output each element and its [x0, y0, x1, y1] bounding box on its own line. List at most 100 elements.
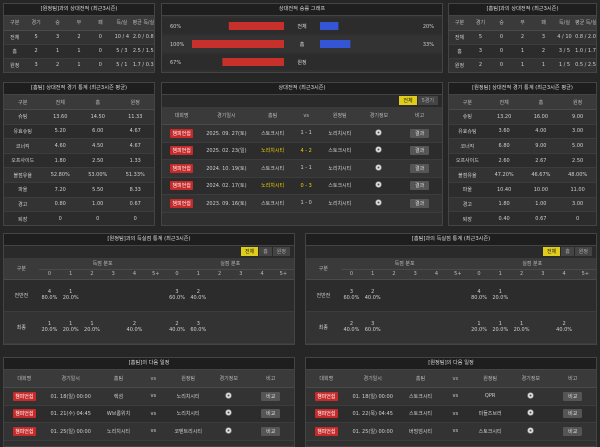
table-cell: 3	[25, 58, 47, 72]
table-cell: 0.5 / 2.5	[575, 58, 596, 72]
dist-cell	[383, 311, 405, 344]
match-table: 대회명 경기일시 홈팀 vs 원정팀 경기정보 비고 챔피언쉽 01. 18(일) 00:00 렉…	[4, 370, 294, 441]
cell-text: 2025. 02. 23(일)	[206, 148, 247, 155]
tab[interactable]: 원정	[272, 247, 290, 256]
tab-bar: 전체 홈 원정	[306, 246, 596, 258]
table-row: 챔피언쉽 2025. 02. 23(일) 노리치시티 4 - 2 스토크시티 결과	[162, 142, 442, 160]
match-table: 대회명 경기일시 홈팀 vs 원정팀 경기정보 비고 챔피언쉽 2025. 09. 27(토) 스…	[162, 107, 442, 213]
bin-cell: 0	[166, 269, 188, 280]
row-label: 전체	[297, 23, 307, 30]
league-badge: 챔피언쉽	[13, 391, 36, 401]
table-cell: 챔피언쉽	[4, 422, 45, 441]
compare-button[interactable]: 비교	[261, 409, 281, 419]
tab-group: 전체 홈 원정	[542, 247, 592, 256]
table-row: 챔피언쉽 2023. 09. 16(토) 스토크시티 1 - 0 노리치시티 결과	[162, 194, 442, 213]
table-cell: vs	[442, 422, 469, 441]
table-cell: 0	[491, 30, 512, 45]
compare-button[interactable]: 비교	[563, 426, 583, 436]
bin-cell: 2	[510, 269, 533, 280]
right-bar	[320, 22, 339, 30]
table-cell: 챔피언쉽	[306, 422, 347, 441]
tab[interactable]: 5경기	[417, 96, 438, 105]
header-cell: 득/실	[111, 16, 133, 31]
tab[interactable]: 홈	[561, 247, 574, 256]
tab[interactable]: 전체	[542, 247, 561, 256]
dist-cell	[230, 311, 252, 344]
header-cell: 비고	[247, 370, 294, 388]
cell-text: 스토크시티	[328, 183, 352, 190]
header-row: 0 1 2 3 4 5+ 0 1 2 3 4 5+	[306, 269, 596, 280]
table-cell: 슈팅	[449, 109, 486, 125]
table-cell: 결과	[397, 159, 442, 178]
table-cell: 챔피언쉽	[162, 142, 202, 160]
percent: 20.0%	[62, 327, 79, 333]
header-cell: 대회명	[306, 370, 347, 388]
compare-button[interactable]: 결과	[409, 146, 430, 156]
table-cell: 2	[512, 30, 533, 45]
dist-cell: 2 40.0%	[362, 279, 384, 312]
cell-text: 스토크시티	[409, 393, 433, 400]
tab[interactable]: 원정	[574, 247, 592, 256]
table-cell: 파울	[449, 182, 486, 198]
count: 2	[132, 321, 137, 327]
table-row: 경고 0.80 1.00 0.67	[4, 197, 154, 213]
table-row: 경고 1.80 1.00 3.00	[449, 197, 596, 213]
dist-cell	[230, 279, 252, 312]
compare-button[interactable]: 비교	[563, 391, 583, 401]
table-cell: 코너킥	[4, 138, 42, 154]
tab[interactable]: 전체	[240, 247, 259, 256]
table-cell: 0.67	[116, 197, 154, 213]
cell-text: 01. 25(일) 00:00	[352, 428, 393, 435]
table-row: 챔피언쉽 2025. 09. 27(토) 스토크시티 1 - 1 노리치시티 결과	[162, 124, 442, 143]
bin-cell: 1	[489, 269, 511, 280]
tab[interactable]: 전체	[399, 96, 417, 105]
table-cell: 51.33%	[116, 167, 154, 184]
header-cell: 경기	[470, 16, 491, 31]
table-cell: 원정	[449, 58, 470, 72]
table-cell: 비교	[247, 405, 294, 423]
compare-button[interactable]: 결과	[409, 198, 430, 208]
compare-button[interactable]: 비교	[563, 409, 583, 419]
header-cell: 원정팀	[468, 370, 512, 388]
cell-text: 노리치시티	[176, 411, 200, 418]
compare-button[interactable]: 결과	[409, 163, 430, 173]
table-cell: 챔피언쉽	[162, 124, 202, 143]
dist-cell: 1 20.0%	[489, 311, 511, 344]
table-cell: 챔피언쉽	[162, 177, 202, 195]
table-cell: 1.80	[41, 153, 79, 169]
table-cell: 5.50	[79, 182, 117, 198]
panel-title: [홈팀]과의 득실점 통계 (최근3시즌)	[306, 234, 596, 246]
header-cell: 구분	[4, 95, 42, 111]
table-cell: 슈팅	[4, 109, 42, 125]
info-cell	[360, 124, 398, 143]
table-row: 볼점유율 47.20% 46.67% 48.00%	[449, 167, 596, 184]
compare-button[interactable]: 결과	[409, 181, 430, 191]
header-cell: 홈	[522, 95, 560, 111]
count: 4	[47, 289, 52, 295]
compare-button[interactable]: 결과	[409, 128, 430, 138]
table-cell: 01. 18(일) 00:00	[346, 387, 399, 406]
table-cell: 노리치시티	[96, 422, 141, 441]
table-cell: 2	[470, 58, 491, 72]
dist-cell: 1 20.0%	[468, 311, 490, 344]
cell-text: 코벤트리시티	[174, 428, 202, 435]
cell-text: 01. 21(수) 04:45	[50, 411, 91, 418]
table-cell: 유효슈팅	[4, 124, 42, 140]
compare-button[interactable]: 비교	[261, 391, 281, 401]
tab[interactable]: 홈	[259, 247, 272, 256]
cell-text: 노리치시티	[328, 165, 352, 172]
header-cell: 원정팀	[318, 107, 361, 125]
table-cell: 13.60	[41, 109, 79, 125]
dist-cell: 1 20.0%	[60, 279, 82, 312]
table-row: 유효슈팅 3.60 4.00 3.00	[449, 124, 596, 140]
league-badge: 챔피언쉽	[170, 163, 193, 173]
bin-cell: 4	[123, 269, 146, 280]
panel-title: [원정팀] 상대전적 경기 통계 (최근3시즌 평균)	[449, 83, 596, 95]
header-row: 구분 경기 승 무 패 득/실 평균 득/실	[449, 16, 596, 31]
panel: [홈팀]의 다음 일정 대회명 경기일시 홈팀 vs 원정팀 경기정보 비고 챔피언쉽 01. 1…	[3, 357, 295, 447]
compare-button[interactable]: 비교	[261, 426, 281, 436]
info-cell	[209, 422, 248, 441]
left-bar	[192, 40, 284, 48]
table-cell: 2.60	[485, 153, 523, 169]
count: 1	[498, 321, 502, 327]
